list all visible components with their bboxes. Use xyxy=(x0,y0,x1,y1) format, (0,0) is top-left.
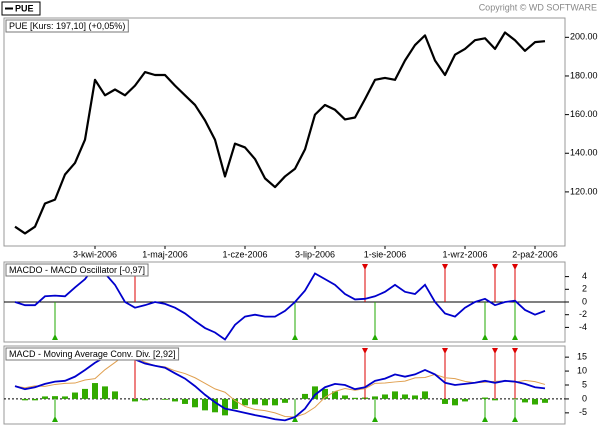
sell-signal xyxy=(362,264,368,270)
histogram-bar xyxy=(402,394,408,399)
legend-entry: PUE xyxy=(15,3,34,13)
sell-signal xyxy=(442,264,448,270)
sell-signal xyxy=(512,348,518,354)
sell-signal xyxy=(512,264,518,270)
buy-signal xyxy=(482,416,488,422)
y-tick-label: 2 xyxy=(582,284,587,294)
histogram-bar xyxy=(372,396,378,399)
copyright: Copyright © WD SOFTWARE xyxy=(479,2,597,12)
y-tick-label: 140.00 xyxy=(570,148,598,158)
y-tick-label: 5 xyxy=(582,379,587,389)
y-tick-label: 4 xyxy=(582,271,587,281)
histogram-bar xyxy=(542,398,548,403)
histogram-bar xyxy=(52,396,58,399)
histogram-bar xyxy=(212,398,218,413)
x-tick-label: 1-cze-2006 xyxy=(222,249,267,259)
histogram-bar xyxy=(332,391,338,399)
histogram-bar xyxy=(382,394,388,399)
histogram-bar xyxy=(282,398,288,403)
y-tick-label: 160.00 xyxy=(570,109,598,119)
histogram-bar xyxy=(322,388,328,399)
buy-signal xyxy=(372,334,378,340)
price-line xyxy=(14,31,546,235)
buy-signal xyxy=(292,416,298,422)
sell-signal xyxy=(442,348,448,354)
histogram-bar xyxy=(532,398,538,405)
histogram-bar xyxy=(252,398,258,405)
histogram-bar xyxy=(82,388,88,399)
sell-signal xyxy=(492,264,498,270)
y-tick-label: 120.00 xyxy=(570,186,598,196)
histogram-bar xyxy=(522,398,528,403)
y-tick-label: 0 xyxy=(582,296,587,306)
histogram-bar xyxy=(202,398,208,411)
histogram-bar xyxy=(192,398,198,408)
histogram-bar xyxy=(422,391,428,399)
buy-signal xyxy=(512,334,518,340)
x-tick-label: 2-paź-2006 xyxy=(512,249,558,259)
histogram-bar xyxy=(242,398,248,406)
histogram-bar xyxy=(62,396,68,399)
title-box xyxy=(5,263,149,277)
buy-signal xyxy=(512,416,518,422)
y-tick-label: -4 xyxy=(579,322,587,332)
signal-line xyxy=(14,354,546,418)
x-tick-label: 3-lip-2006 xyxy=(295,249,335,259)
panel-title: MACDO - MACD Oscillator [-0,97] xyxy=(9,265,145,275)
x-tick-label: 3-kwi-2006 xyxy=(73,249,117,259)
histogram-bar xyxy=(392,391,398,399)
y-tick-label: -5 xyxy=(579,407,587,417)
histogram-bar xyxy=(442,398,448,404)
histogram-bar xyxy=(302,393,308,399)
title-box xyxy=(5,347,180,361)
histogram-bar xyxy=(102,386,108,399)
buy-signal xyxy=(52,334,58,340)
histogram-bar xyxy=(142,398,148,401)
sell-signal xyxy=(492,348,498,354)
y-tick-label: 180.00 xyxy=(570,70,598,80)
histogram-bar xyxy=(452,398,458,406)
histogram-bar xyxy=(172,398,178,402)
histogram-bar xyxy=(272,398,278,406)
histogram-bar xyxy=(72,392,78,399)
histogram-bar xyxy=(222,398,228,416)
y-tick-label: 10 xyxy=(577,365,587,375)
buy-signal xyxy=(482,334,488,340)
panel-frame xyxy=(3,17,566,247)
histogram-bar xyxy=(352,397,358,399)
histogram-bar xyxy=(92,383,98,399)
x-tick-label: 1-sie-2006 xyxy=(364,249,407,259)
title-box xyxy=(5,19,129,33)
panel-title: PUE [Kurs: 197,10] (+0,05%) xyxy=(9,21,125,31)
sell-signal xyxy=(362,348,368,354)
buy-signal xyxy=(292,334,298,340)
histogram-bar xyxy=(132,398,138,402)
y-tick-label: -2 xyxy=(579,309,587,319)
histogram-bar xyxy=(42,396,48,399)
buy-signal xyxy=(52,416,58,422)
histogram-bar xyxy=(112,391,118,399)
histogram-bar xyxy=(182,398,188,404)
histogram-bar xyxy=(492,398,498,401)
histogram-bar xyxy=(232,398,238,409)
histogram-bar xyxy=(32,398,38,401)
histogram-bar xyxy=(412,395,418,399)
histogram-bar xyxy=(262,398,268,406)
histogram-bar xyxy=(162,398,168,400)
panel-title: MACD - Moving Average Conv. Div. [2,92] xyxy=(9,349,176,359)
histogram-bar xyxy=(22,398,28,401)
y-tick-label: 200.00 xyxy=(570,32,598,42)
histogram-bar xyxy=(482,397,488,399)
histogram-bar xyxy=(462,398,468,402)
y-tick-label: 0 xyxy=(582,393,587,403)
x-tick-label: 1-maj-2006 xyxy=(142,249,188,259)
buy-signal xyxy=(372,416,378,422)
y-tick-label: 15 xyxy=(577,352,587,362)
histogram-bar xyxy=(312,386,318,399)
legend-box xyxy=(1,1,41,16)
histogram-bar xyxy=(342,395,348,399)
x-tick-label: 1-wrz-2006 xyxy=(442,249,487,259)
